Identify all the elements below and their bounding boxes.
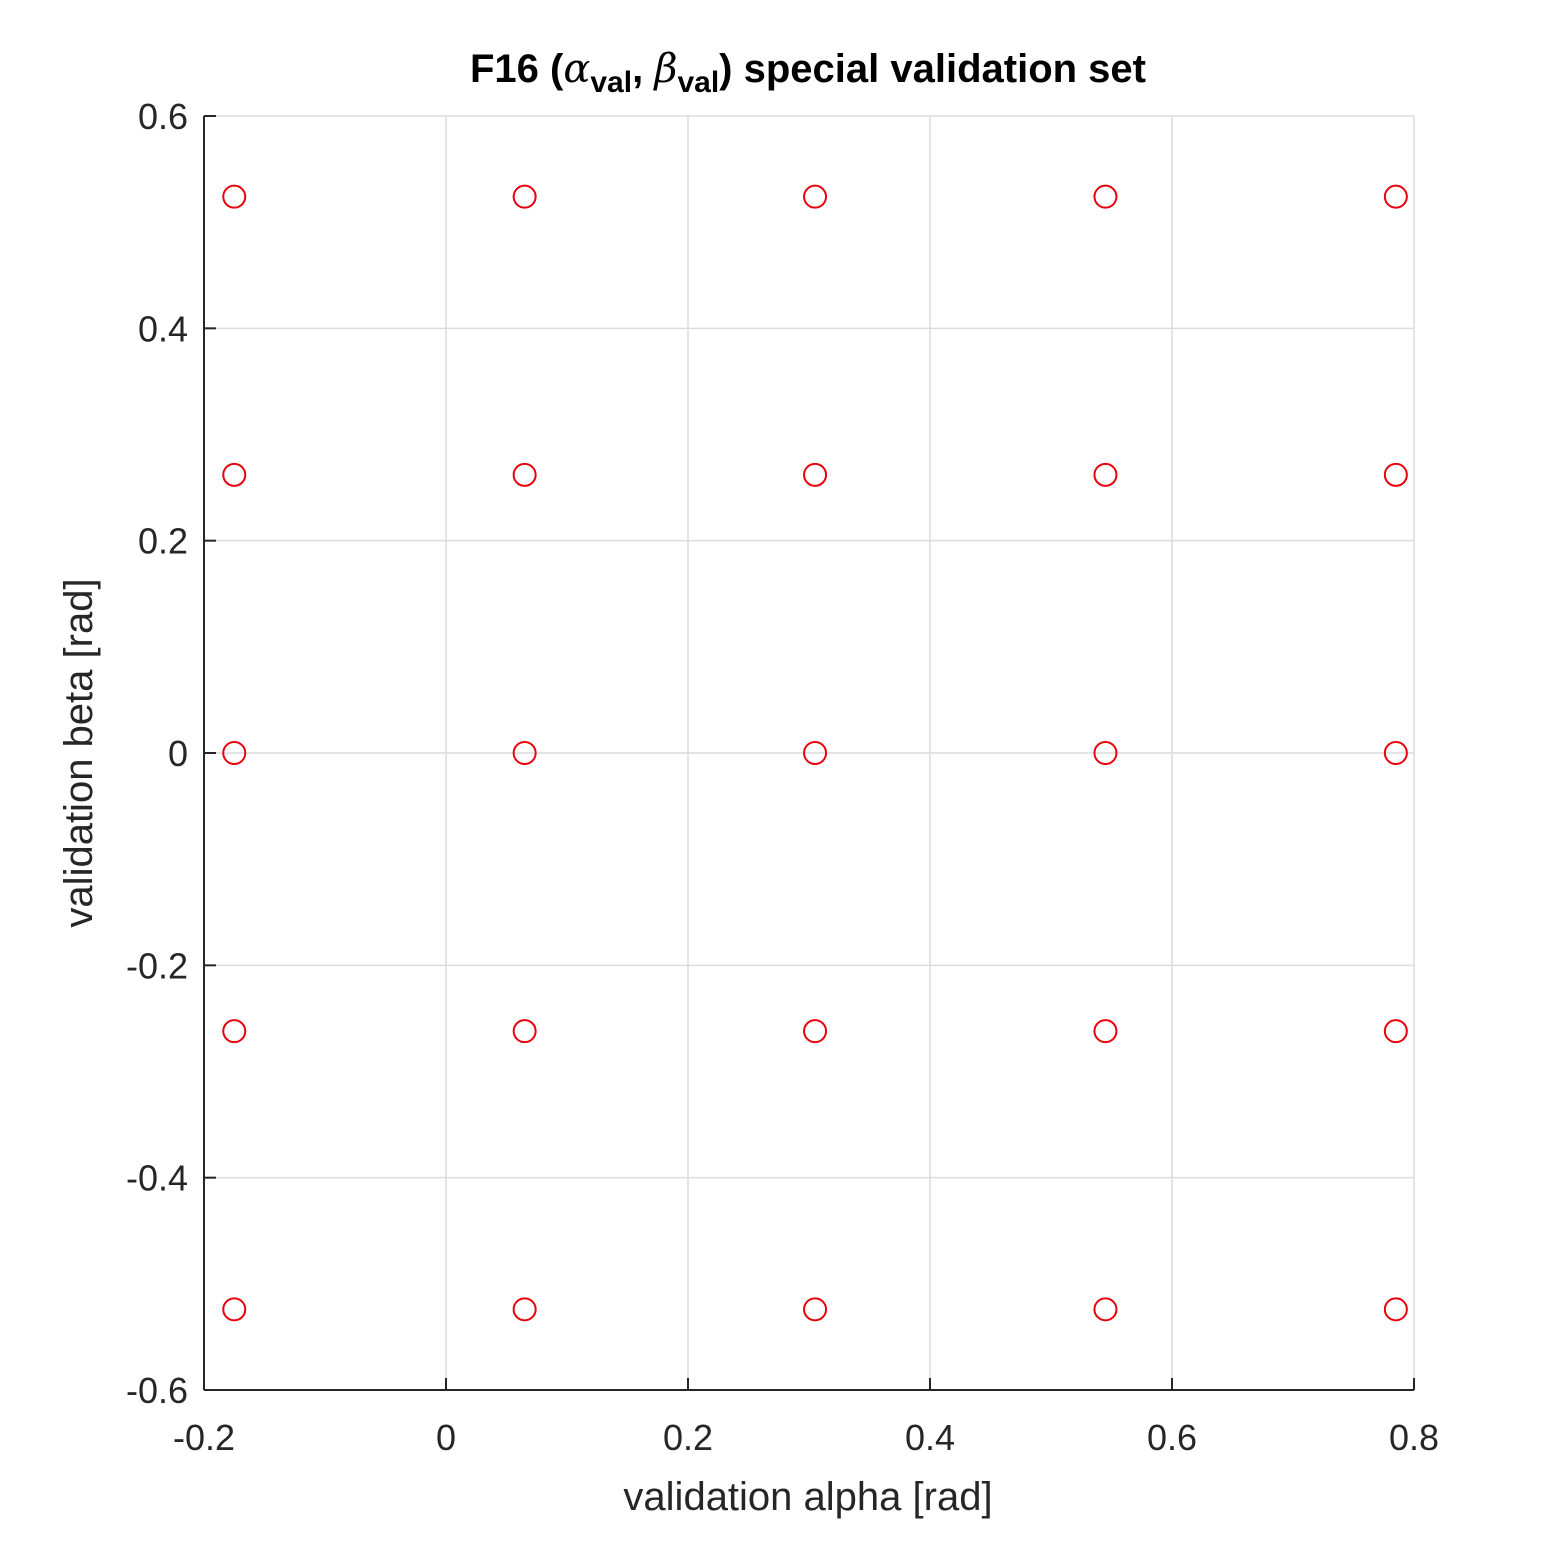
y-axis-label: validation beta [rad]: [57, 578, 101, 927]
data-point: [803, 462, 828, 487]
x-tick-label: 0.8: [1389, 1417, 1439, 1458]
x-tick-label: 0: [436, 1417, 456, 1458]
data-point: [1383, 1019, 1408, 1044]
y-tick-label: 0.4: [138, 308, 188, 349]
x-tick-label: 0.4: [905, 1417, 955, 1458]
grid-lines: [203, 115, 1415, 1391]
data-point: [512, 1297, 537, 1322]
x-axis-label: validation alpha [rad]: [623, 1475, 992, 1519]
data-point: [222, 1297, 247, 1322]
data-point: [512, 462, 537, 487]
y-tick-label: 0.6: [138, 96, 188, 137]
x-tick-label: -0.2: [173, 1417, 235, 1458]
data-point: [222, 741, 247, 765]
title-prefix: F16 (: [470, 47, 564, 91]
title-sep: ,: [632, 47, 654, 91]
title-alpha-sub: val: [590, 66, 632, 99]
title-suffix: ) special validation set: [719, 47, 1146, 91]
data-point: [1093, 1019, 1118, 1044]
data-point: [1383, 741, 1408, 765]
data-point: [512, 1019, 537, 1044]
y-ticks: -0.6 -0.4 -0.2 0 0.2 0.4 0.6: [126, 96, 216, 1411]
y-tick-label: -0.2: [126, 945, 188, 986]
data-point: [803, 1019, 828, 1044]
x-tick-label: 0.6: [1147, 1417, 1197, 1458]
y-tick-label: -0.4: [126, 1158, 188, 1199]
data-point: [1383, 462, 1408, 487]
title-beta: β: [652, 46, 677, 92]
chart-title: F16 (αval, βval) special validation set: [470, 46, 1146, 99]
data-point: [1383, 1297, 1408, 1322]
data-point: [803, 1297, 828, 1322]
x-tick-label: 0.2: [663, 1417, 713, 1458]
data-point: [512, 741, 537, 765]
data-point: [803, 184, 828, 209]
y-tick-label: -0.6: [126, 1370, 188, 1411]
title-beta-sub: val: [677, 66, 719, 99]
x-ticks: -0.2 0 0.2 0.4 0.6 0.8: [173, 1378, 1439, 1458]
y-tick-label: 0: [168, 733, 188, 774]
data-points: [222, 184, 1408, 1322]
data-point: [1093, 462, 1118, 487]
data-point: [512, 184, 537, 209]
data-point: [222, 184, 247, 209]
data-point: [1093, 1297, 1118, 1322]
data-point: [803, 741, 828, 765]
title-alpha: α: [563, 46, 590, 92]
y-tick-label: 0.2: [138, 521, 188, 562]
data-point: [222, 1019, 247, 1044]
data-point: [1383, 184, 1408, 209]
data-point: [1093, 741, 1118, 765]
data-point: [1093, 184, 1118, 209]
data-point: [222, 462, 247, 487]
